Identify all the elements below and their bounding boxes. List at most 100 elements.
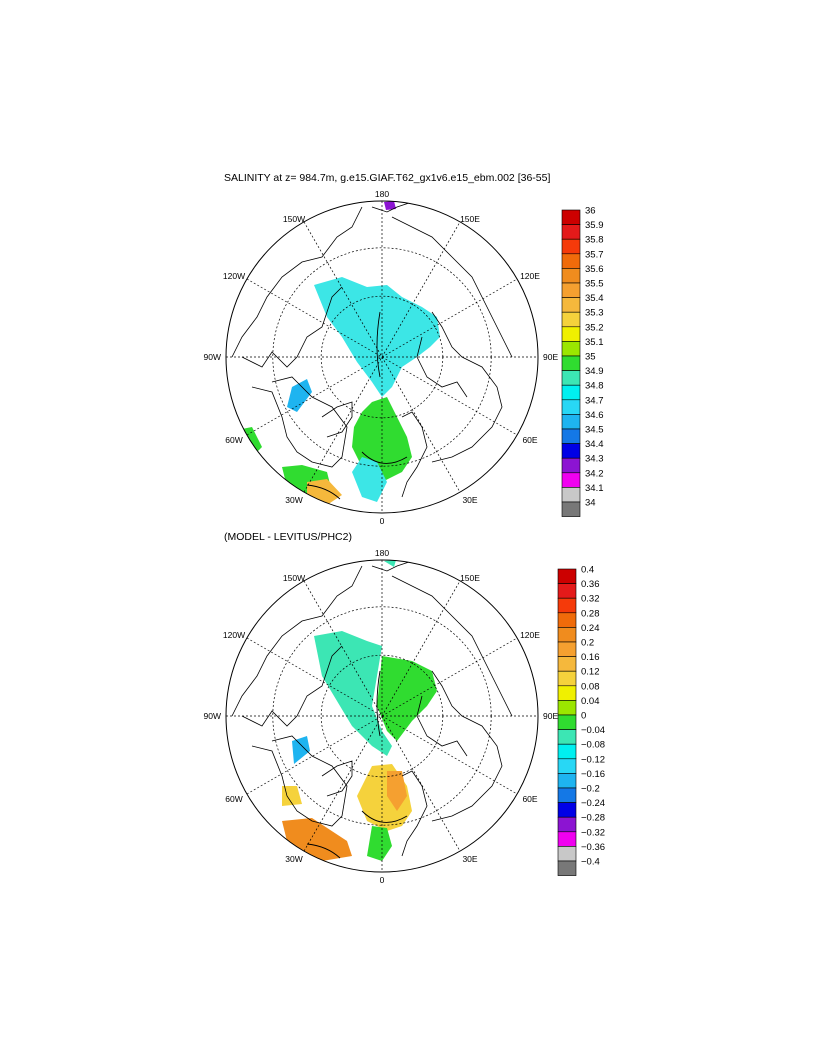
colorbar-label: 35.3 (585, 308, 604, 319)
colorbar-label: −0.4 (581, 857, 600, 868)
coastline (251, 735, 348, 827)
lon-label-30w: 30W (285, 854, 302, 864)
coastline (371, 201, 413, 213)
colorbar-label: 35.4 (585, 293, 604, 304)
map-boundary (225, 200, 539, 514)
lon-label-180: 180 (375, 548, 389, 558)
coastline (401, 411, 428, 498)
colorbar-label: 34.6 (585, 410, 604, 421)
colorbar-label: 0.28 (581, 608, 600, 619)
colorbar-label: 34.7 (585, 395, 604, 406)
colorbar-label: 0.04 (581, 696, 600, 707)
norwegian-sea-fill (352, 457, 387, 502)
colorbar-swatch (557, 729, 577, 745)
colorbar-swatch (557, 787, 577, 803)
colorbar-label: 35.9 (585, 220, 604, 231)
panel2-title: (MODEL - LEVITUS/PHC2) (224, 531, 352, 543)
colorbar-label: 0.32 (581, 594, 600, 605)
colorbar-swatch (561, 268, 581, 284)
map-interior (226, 560, 538, 872)
colorbar-swatch (561, 209, 581, 225)
colorbar-swatch (557, 568, 577, 584)
colorbar-label: 0.12 (581, 667, 600, 678)
panel1-title: SALINITY at z= 984.7m, g.e15.GIAF.T62_gx… (224, 172, 551, 184)
colorbar-label: −0.2 (581, 784, 600, 795)
colorbar-swatch (557, 627, 577, 643)
colorbar-label: 34.9 (585, 366, 604, 377)
colorbar-swatch (561, 311, 581, 328)
colorbar-swatch (561, 428, 581, 444)
lon-label-60e: 60E (522, 794, 537, 804)
contour-line (306, 484, 341, 500)
coastline (321, 760, 353, 797)
lon-label-120e: 120E (520, 271, 540, 281)
colorbar-label: 0.2 (581, 638, 594, 649)
colorbar-label: 34.5 (585, 425, 604, 436)
colorbar-swatch (561, 224, 581, 240)
bering-fill (384, 560, 396, 567)
lon-label-0: 0 (380, 516, 385, 526)
contour-line (361, 451, 408, 464)
colorbar-label: −0.24 (581, 798, 605, 809)
coastline (416, 336, 468, 398)
coastline (391, 216, 513, 358)
map-panel-2: 180 0 90W 90E 150W 120W 150E 120E 60W 30W 60E 30E 0.… (204, 548, 606, 885)
colorbar-label: −0.36 (581, 842, 605, 853)
colorbar-label: −0.04 (581, 725, 605, 736)
colorbar-label: 35.5 (585, 279, 604, 290)
contour-line (376, 311, 381, 378)
lon-label-90e: 90E (543, 352, 558, 362)
colorbar-swatch (561, 457, 581, 474)
colorbar-swatch (557, 846, 577, 862)
colorbar-swatch (561, 253, 581, 269)
arctic-basin-fill (314, 631, 392, 756)
coastline (431, 311, 503, 463)
coastline (251, 376, 348, 468)
colorbar-swatch (561, 297, 581, 313)
lon-label-90w: 90W (204, 352, 221, 362)
colorbar-swatch (561, 487, 581, 503)
coastline (431, 670, 503, 822)
lon-label-120w: 120W (223, 271, 245, 281)
meridian-line (303, 580, 461, 852)
colorbar-swatch (557, 773, 577, 789)
atlantic-high-fill (307, 479, 342, 505)
colorbar-swatch (561, 443, 581, 459)
colorbar-label: 34.1 (585, 483, 604, 494)
coastline (231, 565, 363, 717)
colorbar-label: 0.08 (581, 681, 600, 692)
map-boundary (225, 559, 539, 873)
lon-label-150w: 150W (283, 573, 305, 583)
nordic-high-fill (387, 771, 407, 811)
lon-label-150e: 150E (460, 573, 480, 583)
contour-line (306, 843, 341, 859)
map-panel-1: 180 0 90W 90E 150W 120W 150E 120E 60W 30W 60E 30E 36… (204, 189, 604, 526)
coastline (241, 286, 343, 368)
colorbar-swatch (557, 743, 577, 760)
colorbar-swatch (561, 414, 581, 430)
colorbar-swatch (561, 355, 581, 371)
meridian-line (303, 221, 461, 493)
colorbar-1: 36 35.9 35.8 35.7 35.6 35.5 35.4 35.3 35.2 35.1 35… (561, 206, 604, 517)
lon-label-60e: 60E (522, 435, 537, 445)
colorbar-swatch (561, 472, 581, 488)
colorbar-label: 0.4 (581, 565, 594, 576)
colorbar-label: 34 (585, 498, 596, 509)
colorbar-swatch (557, 612, 577, 628)
lon-label-30e: 30E (462, 854, 477, 864)
colorbar-swatch (561, 370, 581, 386)
coastline (231, 206, 363, 358)
coastline (401, 770, 428, 857)
colorbar-label: 35.6 (585, 264, 604, 275)
colorbar-swatch (557, 758, 577, 774)
coastline (321, 401, 353, 438)
norwegian-fill (367, 826, 392, 861)
colorbar-swatch (561, 282, 581, 298)
colorbar-swatch (561, 384, 581, 401)
baffin-fill (292, 736, 310, 764)
coastline (416, 695, 468, 757)
colorbar-swatch (557, 860, 577, 876)
colorbar-label: 35.2 (585, 322, 604, 333)
colorbar-label: −0.12 (581, 754, 605, 765)
